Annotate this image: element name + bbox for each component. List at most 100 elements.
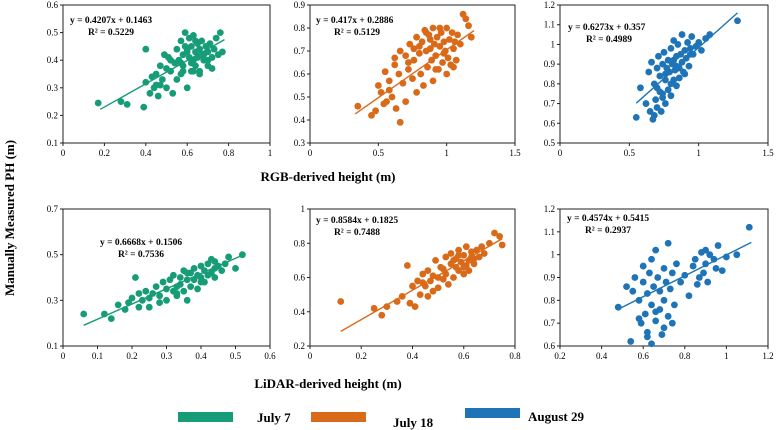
data-point <box>643 333 651 341</box>
data-point <box>639 262 647 270</box>
data-point <box>183 269 191 277</box>
data-point <box>417 70 425 78</box>
data-point <box>637 84 644 92</box>
data-point <box>648 58 655 66</box>
y-tick-label: 0.6 <box>47 0 59 10</box>
legend-swatch-august-29 <box>465 408 520 418</box>
data-point <box>383 303 391 311</box>
data-point <box>674 41 682 48</box>
x-tick-label: 1 <box>696 148 701 158</box>
x-tick-label: 0.2 <box>554 351 565 361</box>
data-point <box>496 233 504 240</box>
data-point <box>450 274 457 281</box>
data-point <box>678 31 686 38</box>
data-point <box>454 31 461 39</box>
data-point <box>156 292 164 300</box>
data-point <box>225 253 233 261</box>
data-point <box>210 45 218 53</box>
y-tick-label: 0.3 <box>294 138 306 148</box>
data-point <box>206 40 214 48</box>
data-point <box>381 68 389 76</box>
data-point <box>419 270 427 278</box>
data-point <box>409 75 416 82</box>
legend-label-july-18: July 18 <box>393 415 434 430</box>
y-tick-label: 0.5 <box>47 250 59 260</box>
x-tick-label: 1.5 <box>762 148 774 158</box>
data-point <box>450 256 457 264</box>
data-point <box>187 283 195 291</box>
data-point <box>442 253 450 261</box>
data-point <box>448 29 456 36</box>
legend-label-july-7: July 7 <box>257 410 291 425</box>
panel-lidar-aug29: 0.2 0.4 0.6 0.8 1 1.2 0.6 0.7 0.8 0.9 1 1.1 1.2 y = 0… <box>544 204 774 361</box>
x-tick-label: 0.8 <box>223 148 235 158</box>
data-point <box>664 312 672 320</box>
x-tick-label: 0.6 <box>458 351 470 361</box>
data-point <box>447 250 455 257</box>
data-point <box>444 280 452 288</box>
data-point <box>117 98 125 105</box>
y-tick-label: 0.5 <box>294 92 306 102</box>
data-point <box>218 267 226 275</box>
data-point <box>439 275 447 283</box>
data-point <box>456 40 464 48</box>
y-tick-label: 0.1 <box>47 138 58 148</box>
data-point <box>429 77 437 85</box>
data-point <box>80 310 88 318</box>
panel-rgb-jul18: 0 0.5 1 1.5 0.3 0.4 0.5 0.6 0.7 0.8 0.9 y = 0.417x … <box>294 0 521 158</box>
data-point <box>422 29 430 36</box>
data-point <box>646 269 653 277</box>
y-tick-label: 1.2 <box>544 0 555 10</box>
data-point <box>391 54 399 62</box>
y-tick-label: 0.7 <box>544 318 556 328</box>
data-point <box>675 74 683 82</box>
y-tick-label: 0.7 <box>47 204 59 214</box>
data-point <box>413 89 420 96</box>
y-tick-label: 0.1 <box>47 341 58 351</box>
data-point <box>446 36 453 43</box>
data-point <box>470 255 478 263</box>
data-point <box>704 278 712 286</box>
y-tick-label: 0.8 <box>544 79 556 89</box>
data-point <box>354 102 362 110</box>
y-tick-label: 0.7 <box>544 99 556 109</box>
data-point <box>337 298 345 305</box>
data-point <box>187 59 195 67</box>
data-point <box>440 49 448 57</box>
data-point <box>196 45 204 53</box>
data-point <box>641 310 649 318</box>
x-tick-label: 0.6 <box>182 148 194 158</box>
trend-line <box>635 12 738 104</box>
data-point <box>660 48 668 56</box>
chart-panels: 0 0.2 0.4 0.6 0.8 10.10.20.30.40.50.6y = 0.42… <box>47 0 774 361</box>
data-point <box>396 47 404 55</box>
data-point <box>712 264 720 272</box>
data-point <box>671 301 678 309</box>
regression-equation: y = 0.6668x + 0.1506 <box>100 238 182 248</box>
data-point <box>167 56 175 64</box>
y-tick-label: 0.8 <box>294 238 306 248</box>
data-point <box>681 46 689 54</box>
data-point <box>623 283 630 291</box>
data-point <box>650 112 658 119</box>
data-point <box>436 24 444 32</box>
y-tick-label: 0.9 <box>294 0 306 10</box>
data-point <box>190 67 197 75</box>
data-point <box>452 56 460 64</box>
x-tick-label: 1.5 <box>509 148 521 158</box>
data-point <box>702 246 709 254</box>
data-point <box>403 262 411 269</box>
data-point <box>670 56 678 64</box>
data-point <box>183 84 191 92</box>
data-point <box>677 278 685 286</box>
data-point <box>170 271 177 279</box>
x-tick-label: 0.3 <box>161 351 173 361</box>
data-point <box>642 100 650 107</box>
data-point <box>443 24 451 32</box>
y-tick-label: 1.1 <box>544 20 555 30</box>
x-tick-label: 1 <box>444 148 449 158</box>
data-point <box>666 285 674 293</box>
data-point <box>652 308 660 316</box>
data-point <box>132 274 139 281</box>
data-point <box>179 67 187 75</box>
